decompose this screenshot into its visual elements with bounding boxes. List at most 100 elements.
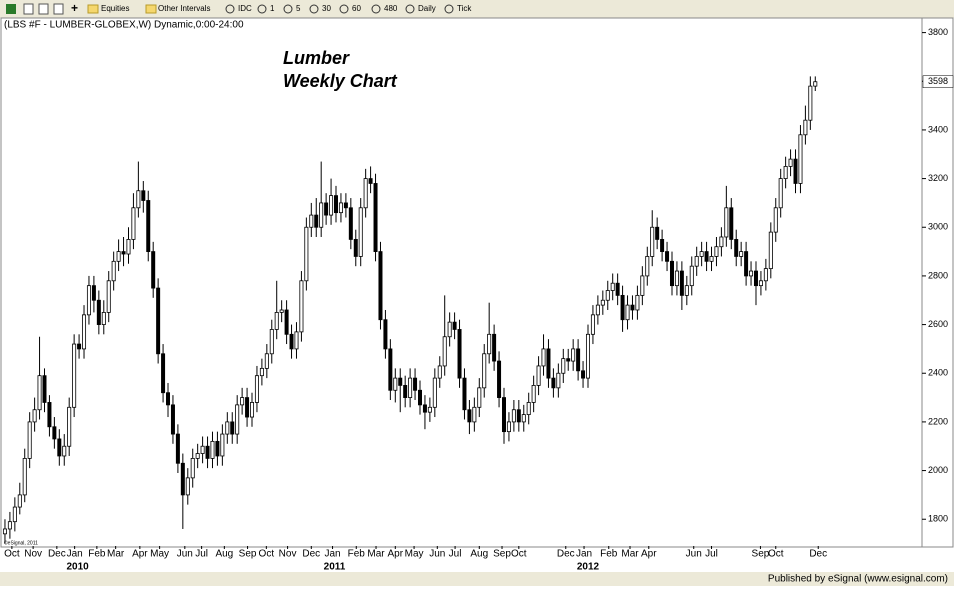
candle-body: [319, 202, 324, 228]
x-tick-label: Mar: [621, 549, 639, 560]
candle-body: [279, 309, 284, 313]
icon[interactable]: [53, 3, 64, 15]
candle-body: [52, 426, 57, 440]
x-year-label: 2012: [577, 562, 600, 573]
x-tick-label: Oct: [259, 549, 275, 560]
candle-body: [166, 392, 171, 406]
icon[interactable]: [444, 4, 454, 14]
candle-body: [501, 397, 506, 433]
toolbar-item[interactable]: 60: [352, 4, 361, 13]
candle-body: [773, 207, 778, 233]
candle-body: [82, 314, 87, 350]
candle-body: [571, 348, 576, 362]
candle-body: [610, 282, 615, 291]
candle-body: [660, 239, 665, 252]
toolbar-item[interactable]: 5: [296, 4, 301, 13]
candle-body: [269, 329, 274, 355]
y-tick-label: 3800: [928, 27, 948, 37]
candle-body: [264, 353, 269, 369]
folder-icon[interactable]: [87, 4, 99, 14]
icon[interactable]: [23, 3, 34, 15]
icon[interactable]: [257, 4, 267, 14]
toolbar-item[interactable]: 1: [270, 4, 275, 13]
candle-body: [487, 333, 492, 355]
candle-body: [783, 166, 788, 179]
candle-body: [482, 353, 487, 389]
candle-body: [210, 440, 215, 459]
icon[interactable]: [225, 4, 235, 14]
y-tick-label: 3000: [928, 222, 948, 232]
toolbar-item[interactable]: Equities: [101, 4, 129, 13]
candle-body: [274, 312, 279, 330]
candle-body: [67, 406, 72, 447]
y-tick-label: 3400: [928, 124, 948, 134]
icon[interactable]: [405, 4, 415, 14]
candle-body: [556, 372, 561, 389]
candle-body: [156, 287, 161, 355]
x-tick-label: Sep: [493, 549, 511, 560]
candle-body: [674, 270, 679, 287]
candle-body: [615, 282, 620, 296]
toolbar-item[interactable]: 480: [384, 4, 398, 13]
x-tick-label: Apr: [132, 549, 148, 560]
toolbar-item[interactable]: 30: [322, 4, 331, 13]
candle-body: [590, 314, 595, 335]
candle-body: [551, 377, 556, 389]
y-axis-area: [921, 17, 954, 548]
icon[interactable]: [38, 3, 49, 15]
candle-body: [200, 445, 205, 454]
candle-body: [299, 280, 304, 333]
x-tick-label: Nov: [279, 549, 297, 560]
candle-body: [541, 348, 546, 367]
candle-body: [788, 158, 793, 167]
candle-body: [684, 285, 689, 296]
candle-body: [418, 389, 423, 406]
candle-body: [37, 375, 42, 411]
candle-body: [546, 348, 551, 379]
y-tick-label: 2600: [928, 319, 948, 329]
candle-body: [526, 402, 531, 416]
candle-body: [373, 183, 378, 252]
icon[interactable]: [309, 4, 319, 14]
candle-body: [254, 375, 259, 403]
candle-body: [136, 190, 141, 209]
candle-body: [393, 377, 398, 391]
candle-body: [106, 280, 111, 313]
y-tick-label: 2800: [928, 270, 948, 280]
add-icon[interactable]: +: [71, 1, 78, 15]
candle-body: [195, 453, 200, 459]
candle-body: [506, 421, 511, 433]
last-price-label: 3598: [928, 76, 948, 86]
toolbar-item[interactable]: Other Intervals: [158, 4, 210, 13]
folder-icon[interactable]: [145, 4, 157, 14]
x-year-label: 2010: [66, 562, 89, 573]
icon[interactable]: [339, 4, 349, 14]
toolbar-item[interactable]: Tick: [457, 4, 472, 13]
candle-body: [358, 207, 363, 257]
candle-body: [205, 445, 210, 459]
candle-body: [96, 299, 101, 325]
toolbar-item[interactable]: IDC: [238, 4, 252, 13]
icon[interactable]: [371, 4, 381, 14]
candle-body: [116, 251, 121, 262]
candle-body: [457, 329, 462, 379]
candle-body: [576, 348, 581, 372]
candle-body: [245, 397, 250, 418]
x-tick-label: Apr: [388, 549, 404, 560]
candle-body: [259, 367, 264, 377]
icon[interactable]: [283, 4, 293, 14]
candle-body: [699, 251, 704, 257]
icon[interactable]: [6, 4, 16, 14]
candle-body: [462, 377, 467, 411]
candle-body: [665, 251, 670, 262]
candle-body: [334, 195, 339, 214]
toolbar-item[interactable]: Daily: [418, 4, 436, 13]
candle-body: [808, 85, 813, 121]
x-year-label: 2011: [324, 562, 346, 573]
chart-subtitle: Weekly Chart: [283, 71, 398, 91]
candle-body: [22, 458, 27, 496]
x-tick-label: Jun: [177, 549, 193, 560]
candle-body: [180, 462, 185, 496]
candle-body: [408, 377, 413, 398]
